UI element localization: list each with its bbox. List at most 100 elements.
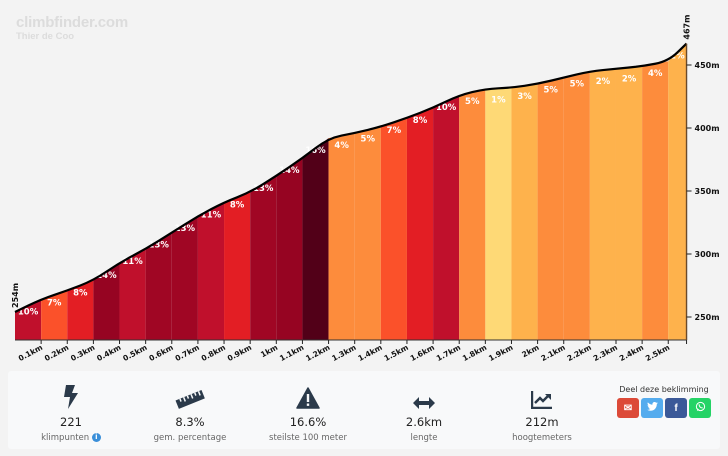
gradient-segment xyxy=(642,61,669,340)
segment-gradient-label: 5% xyxy=(570,79,585,89)
gradient-segment xyxy=(433,95,460,341)
gradient-segment xyxy=(224,192,251,340)
segment-gradient-label: 3% xyxy=(517,92,532,102)
warning-icon xyxy=(248,379,368,409)
x-tick-label: 1.1km xyxy=(278,343,305,363)
stat-value: 8.3% xyxy=(175,415,205,429)
segment-gradient-label: 2% xyxy=(670,52,685,62)
share-facebook-button[interactable]: f xyxy=(665,398,687,418)
elevation-profile-chart: 10% 7% 8% 14% 11% 13% 13% 11% 8% 13% 14% 16% 4% 5% 7% 8… xyxy=(11,15,720,363)
gradient-segment xyxy=(563,71,590,341)
stat-avg-gradient: 8.3% gem. percentage xyxy=(130,371,250,443)
stat-label: klimpunten xyxy=(41,433,90,443)
stat-label: steilste 100 meter xyxy=(269,433,347,443)
gradient-segment xyxy=(328,133,355,340)
segment-gradient-label: 7% xyxy=(387,126,402,136)
stat-steepest: 16.6% steilste 100 meter xyxy=(248,371,368,443)
gradient-segment xyxy=(145,232,172,340)
y-tick-label: 350m xyxy=(695,187,720,196)
x-tick-label: 2.1km xyxy=(539,343,566,363)
segment-gradient-label: 1% xyxy=(491,96,506,106)
info-icon[interactable]: i xyxy=(91,433,101,442)
share-whatsapp-button[interactable] xyxy=(689,398,711,418)
x-tick-label: 1.8km xyxy=(461,343,488,363)
stats-panel: 221 klimpunten i 8.3% gem. percentage 16… xyxy=(8,371,720,449)
share-title: Deel deze beklimming xyxy=(619,385,709,394)
gradient-segment xyxy=(406,107,434,340)
gradient-segment xyxy=(511,83,538,341)
segment-gradient-label: 7% xyxy=(47,299,62,309)
segment-gradient-label: 8% xyxy=(413,116,428,126)
climb-name: Thier de Coo xyxy=(16,31,75,42)
gradient-segment xyxy=(171,216,198,340)
x-axis: 0.1km0.2km0.3km0.4km0.5km0.6km0.7km0.8km… xyxy=(15,339,688,363)
stat-label: lengte xyxy=(410,433,438,443)
x-tick-label: 1.9km xyxy=(487,343,514,363)
gradient-segment xyxy=(485,87,512,341)
gradient-segment xyxy=(302,138,329,340)
segment-gradient-label: 11% xyxy=(122,257,143,267)
twitter-icon xyxy=(646,402,658,414)
stat-value: 2.6km xyxy=(405,415,443,429)
stat-label: hoogtemeters xyxy=(512,433,572,443)
x-tick-label: 2.3km xyxy=(592,343,619,363)
segment-gradient-label: 16% xyxy=(305,146,326,156)
segment-gradient-label: 8% xyxy=(73,288,88,298)
stat-value: 16.6% xyxy=(289,415,327,429)
segment-gradient-label: 5% xyxy=(543,86,558,96)
email-icon: ✉ xyxy=(623,402,633,414)
stat-value: 221 xyxy=(60,415,82,429)
gradient-segment xyxy=(67,280,94,340)
x-tick-label: 1.5km xyxy=(383,343,410,363)
segment-gradient-label: 14% xyxy=(96,271,117,281)
whatsapp-icon xyxy=(695,401,706,415)
stat-elevation-gain: 212m hoogtemeters xyxy=(482,371,602,443)
y-tick-label: 450m xyxy=(695,61,720,70)
x-tick-label: 0.1km xyxy=(17,343,44,363)
stat-value: 212m xyxy=(525,415,559,429)
y-axis: 250m 300m 350m 400m 450m xyxy=(685,43,720,340)
gradient-segment xyxy=(250,175,277,340)
gradient-segment xyxy=(354,126,381,341)
x-tick-label: 2.4km xyxy=(618,343,645,363)
gradient-segment xyxy=(589,68,616,340)
segment-gradient-label: 10% xyxy=(436,103,457,113)
x-tick-label: 1.3km xyxy=(330,343,357,363)
gradient-segment xyxy=(615,66,643,340)
x-tick-label: 1.4km xyxy=(356,343,383,363)
y-tick-label: 400m xyxy=(695,124,720,133)
x-tick-label: 0.7km xyxy=(174,343,201,363)
gradient-segment xyxy=(380,117,407,340)
arrows-horizontal-icon xyxy=(364,379,484,409)
x-tick-label: 0.9km xyxy=(226,343,253,363)
segment-gradient-label: 13% xyxy=(149,241,170,251)
gradient-segment xyxy=(119,248,146,340)
gradient-segment xyxy=(276,158,303,340)
gradient-segment xyxy=(537,77,564,340)
x-tick-label: 2.5km xyxy=(644,343,671,363)
segment-gradient-label: 10% xyxy=(18,307,39,317)
x-tick-label: 2.2km xyxy=(566,343,593,363)
x-tick-label: 1km xyxy=(259,343,279,359)
gradient-segment xyxy=(197,202,225,340)
start-elevation-label: 254m xyxy=(11,283,20,308)
y-tick-label: 300m xyxy=(695,250,720,259)
x-tick-label: 2km xyxy=(520,343,540,359)
stat-label: gem. percentage xyxy=(153,433,227,443)
segment-gradient-label: 2% xyxy=(596,77,611,87)
share-email-button[interactable]: ✉ xyxy=(617,398,639,418)
segment-gradient-label: 14% xyxy=(279,166,300,176)
segment-gradient-label: 13% xyxy=(253,184,274,194)
x-tick-label: 0.5km xyxy=(121,343,148,363)
gradient-segment xyxy=(41,290,68,340)
segment-gradient-label: 13% xyxy=(175,224,196,234)
x-tick-label: 0.6km xyxy=(147,343,174,363)
x-tick-label: 0.2km xyxy=(43,343,70,363)
facebook-icon: f xyxy=(674,402,678,414)
x-tick-label: 1.7km xyxy=(435,343,462,363)
end-elevation-label: 467m xyxy=(683,15,692,40)
segment-gradient-label: 5% xyxy=(361,135,376,145)
gradient-segment xyxy=(668,43,687,340)
stat-climb-points: 221 klimpunten i xyxy=(11,371,131,443)
share-twitter-button[interactable] xyxy=(641,398,663,418)
